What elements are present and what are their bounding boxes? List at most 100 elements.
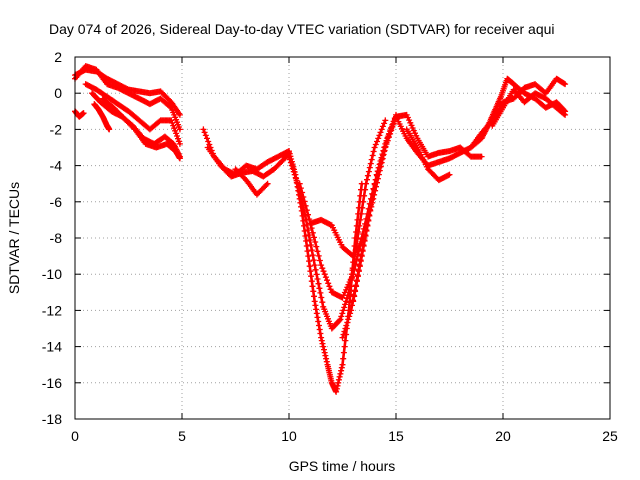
data-point <box>318 337 325 344</box>
data-point <box>345 281 352 288</box>
data-point <box>445 172 452 179</box>
data-point <box>201 129 208 136</box>
data-point <box>313 306 320 313</box>
data-point <box>314 276 321 282</box>
data-point <box>312 302 319 309</box>
data-point <box>315 252 322 259</box>
data-point <box>292 174 299 181</box>
data-point <box>355 268 362 275</box>
y-tick-label: 0 <box>54 85 62 101</box>
series-track-7 <box>91 101 113 133</box>
data-point <box>379 155 386 162</box>
data-point <box>340 331 347 338</box>
data-point <box>307 242 314 248</box>
data-point <box>318 262 325 269</box>
data-point <box>341 328 348 335</box>
data-point <box>357 258 364 265</box>
data-point <box>372 141 379 148</box>
data-point <box>176 140 183 147</box>
data-point <box>376 167 383 174</box>
data-point <box>341 343 348 350</box>
data-point <box>321 271 328 278</box>
data-point <box>306 232 312 238</box>
data-point <box>343 322 350 329</box>
data-point <box>347 310 354 317</box>
y-tick-label: -14 <box>42 339 62 355</box>
data-point <box>315 318 322 325</box>
data-point <box>365 217 372 224</box>
data-point <box>304 248 311 255</box>
x-tick-label: 10 <box>281 428 297 444</box>
y-tick-label: -18 <box>42 411 62 427</box>
data-point <box>316 285 323 292</box>
data-point <box>358 253 365 260</box>
data-point <box>381 147 388 154</box>
data-point <box>373 183 379 190</box>
data-point <box>339 310 346 317</box>
data-point <box>348 307 355 314</box>
data-point <box>383 139 390 146</box>
data-point <box>304 221 311 228</box>
data-point <box>379 123 386 130</box>
data-point <box>375 171 382 178</box>
data-point <box>378 159 385 166</box>
data-point <box>364 176 370 183</box>
data-point <box>342 301 349 308</box>
data-point <box>291 171 298 178</box>
data-point <box>309 229 316 236</box>
data-point <box>323 358 330 365</box>
data-point <box>446 171 453 178</box>
data-point <box>381 120 388 127</box>
series-track-3 <box>82 81 183 147</box>
data-point <box>355 229 362 235</box>
data-point <box>311 234 317 241</box>
data-point <box>316 257 323 264</box>
data-point <box>356 263 363 270</box>
y-tick-label: -10 <box>42 266 62 282</box>
data-point <box>313 243 320 250</box>
data-point <box>359 248 366 255</box>
data-point <box>335 376 342 383</box>
data-point <box>339 361 346 368</box>
data-point <box>313 271 320 278</box>
data-point <box>314 314 321 321</box>
data-point <box>300 194 307 200</box>
data-point <box>320 268 327 275</box>
data-point <box>406 117 413 124</box>
data-point <box>306 263 313 270</box>
data-point <box>362 233 369 239</box>
data-point <box>338 313 345 320</box>
data-point <box>377 129 384 136</box>
data-point <box>357 216 364 223</box>
data-point <box>324 277 330 284</box>
data-point <box>305 253 312 260</box>
data-point <box>299 189 306 196</box>
series-track-21 <box>489 86 569 129</box>
data-point <box>374 138 380 145</box>
data-point <box>334 382 341 389</box>
data-point <box>561 111 568 118</box>
x-tick-label: 0 <box>71 428 79 444</box>
data-point <box>309 283 316 290</box>
data-point <box>350 271 357 278</box>
x-tick-label: 20 <box>495 428 511 444</box>
data-point <box>176 111 183 118</box>
chart-title: Day 074 of 2026, Sidereal Day-to-day VTE… <box>49 21 555 37</box>
data-point <box>306 258 312 265</box>
data-point <box>336 373 343 380</box>
data-point <box>365 168 372 175</box>
data-point <box>106 126 113 133</box>
y-tick-label: -8 <box>50 230 63 246</box>
plot-frame <box>74 56 611 420</box>
data-point <box>366 212 373 219</box>
data-point <box>296 180 303 187</box>
data-point <box>337 370 344 377</box>
data-point <box>340 349 347 356</box>
data-point <box>562 111 569 118</box>
data-point <box>308 278 315 285</box>
data-point <box>309 252 316 259</box>
data-point <box>302 202 309 209</box>
data-point <box>326 283 333 290</box>
data-point <box>80 110 87 117</box>
data-point <box>360 198 367 205</box>
